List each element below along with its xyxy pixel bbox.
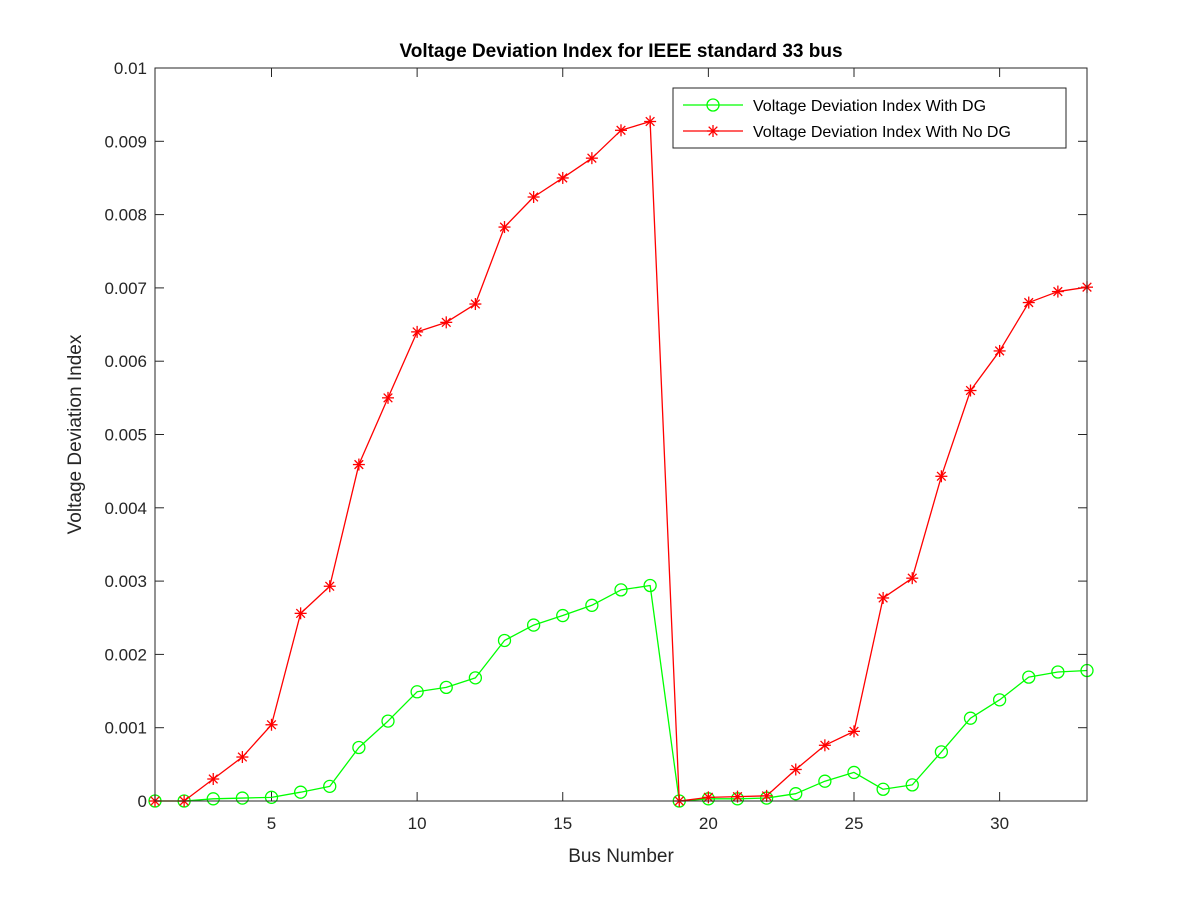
- series-layer: [148, 115, 1094, 808]
- y-tick-label: 0.004: [104, 499, 147, 518]
- data-point-with-dg: [323, 779, 337, 793]
- data-point-with-dg: [381, 714, 395, 728]
- legend[interactable]: Voltage Deviation Index With DG Voltage …: [672, 87, 1067, 149]
- data-point-no-dg: [556, 171, 569, 184]
- legend-marker-with-dg: [706, 98, 720, 112]
- data-point-with-dg: [614, 583, 628, 597]
- data-point-with-dg: [352, 740, 366, 755]
- data-point-with-dg: [992, 693, 1007, 707]
- data-point-with-dg: [876, 782, 890, 796]
- data-point-with-dg: [264, 790, 279, 804]
- data-point-no-dg: [760, 789, 773, 802]
- data-point-with-dg: [789, 787, 803, 801]
- data-point-no-dg: [789, 763, 802, 776]
- x-tick-label: 5: [267, 814, 276, 833]
- data-point-with-dg: [847, 765, 861, 780]
- data-point-no-dg: [236, 751, 249, 764]
- data-point-with-dg: [1022, 670, 1036, 684]
- data-point-no-dg: [440, 316, 453, 329]
- data-point-no-dg: [527, 191, 540, 204]
- data-point-no-dg: [848, 725, 860, 738]
- legend-label-no-dg: Voltage Deviation Index With No DG: [753, 124, 1011, 141]
- data-point-with-dg: [905, 778, 919, 792]
- data-point-with-dg: [497, 633, 512, 648]
- data-point-with-dg: [556, 608, 570, 623]
- data-point-no-dg: [498, 221, 511, 234]
- data-point-no-dg: [1022, 296, 1035, 309]
- data-point-no-dg: [702, 791, 715, 804]
- data-point-with-dg: [235, 791, 250, 805]
- data-point-with-dg: [643, 578, 657, 593]
- data-point-no-dg: [469, 298, 482, 311]
- data-point-with-dg: [439, 680, 453, 695]
- axis-ticks: 5 10 15 20 25 30 0 0.001 0.002 0.003 0.004 0.005 0.0…: [104, 59, 1087, 833]
- x-tick-label: 20: [699, 814, 718, 833]
- data-point-no-dg: [993, 344, 1006, 357]
- data-point-no-dg: [207, 773, 220, 786]
- x-tick-label: 10: [408, 814, 427, 833]
- y-tick-label: 0.002: [104, 645, 147, 664]
- legend-box: [672, 87, 1067, 149]
- legend-marker-shape: [706, 98, 720, 112]
- data-point-no-dg: [877, 591, 890, 604]
- y-tick-label: 0.003: [104, 572, 147, 591]
- legend-marker-no-dg: [707, 125, 719, 137]
- data-point-no-dg: [818, 739, 831, 752]
- y-axis-label: Voltage Deviation Index: [65, 334, 86, 534]
- data-point-no-dg: [964, 384, 977, 397]
- legend-label-with-dg: Voltage Deviation Index With DG: [753, 98, 986, 115]
- plot-frame: [154, 67, 1088, 802]
- y-tick-label: 0.008: [104, 206, 147, 225]
- data-point-with-dg: [410, 685, 424, 699]
- series-line-with-dg: [155, 584, 1088, 802]
- data-point-no-dg: [411, 325, 424, 338]
- data-point-no-dg: [352, 458, 365, 471]
- data-point-no-dg: [935, 470, 948, 483]
- data-point-no-dg: [323, 580, 336, 593]
- data-point-no-dg: [615, 124, 627, 137]
- y-tick-label: 0.01: [114, 59, 147, 78]
- x-tick-label: 25: [845, 814, 864, 833]
- data-point-no-dg: [1051, 285, 1064, 298]
- data-point-with-dg: [585, 598, 599, 612]
- series-no-dg: [149, 115, 1093, 807]
- legend-marker-shape: [707, 125, 719, 137]
- data-point-with-dg: [818, 774, 832, 788]
- plot-area: [155, 68, 1087, 801]
- chart-title: Voltage Deviation Index for IEEE standar…: [399, 41, 842, 62]
- data-point-with-dg: [293, 785, 308, 799]
- data-point-no-dg: [294, 607, 307, 620]
- data-point-with-dg: [934, 745, 949, 759]
- y-tick-label: 0.001: [104, 719, 147, 738]
- data-point-no-dg: [265, 718, 278, 731]
- data-point-no-dg: [585, 152, 598, 165]
- data-point-with-dg: [1051, 665, 1065, 679]
- series-with-dg: [148, 578, 1094, 808]
- data-point-no-dg: [906, 572, 919, 585]
- data-point-no-dg: [382, 391, 394, 404]
- y-tick-label: 0.005: [104, 426, 147, 445]
- x-tick-label: 30: [990, 814, 1009, 833]
- y-tick-label: 0: [138, 792, 147, 811]
- data-point-with-dg: [963, 711, 978, 725]
- data-point-with-dg: [526, 618, 541, 632]
- data-point-no-dg: [644, 115, 657, 128]
- data-point-with-dg: [206, 792, 220, 806]
- x-tick-label: 15: [553, 814, 572, 833]
- y-tick-label: 0.009: [104, 132, 147, 151]
- y-tick-label: 0.006: [104, 352, 147, 371]
- y-tick-label: 0.007: [104, 279, 147, 298]
- x-axis-label: Bus Number: [568, 846, 674, 867]
- data-point-with-dg: [468, 671, 483, 685]
